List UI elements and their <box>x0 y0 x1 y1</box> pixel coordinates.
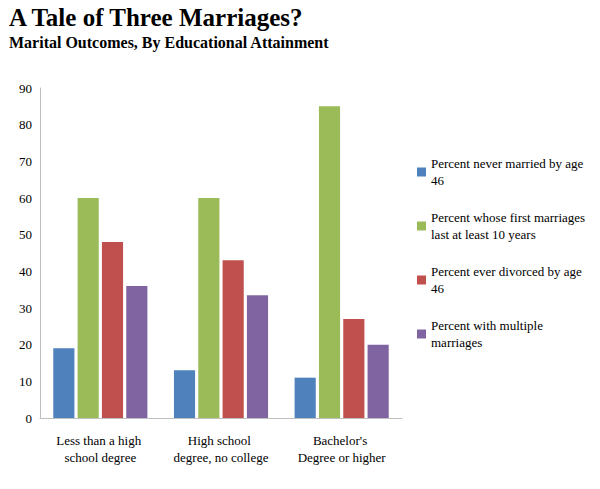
svg-text:degree, no college: degree, no college <box>174 450 269 465</box>
svg-text:last at least 10 years: last at least 10 years <box>431 227 536 242</box>
svg-text:school degree: school degree <box>64 450 136 465</box>
svg-text:50: 50 <box>19 227 32 242</box>
svg-text:90: 90 <box>19 81 32 96</box>
svg-text:46: 46 <box>431 173 445 188</box>
svg-text:80: 80 <box>19 117 32 132</box>
svg-text:Degree or higher: Degree or higher <box>298 450 387 465</box>
svg-text:Percent ever divorced by age: Percent ever divorced by age <box>431 264 585 279</box>
svg-text:Bachelor's: Bachelor's <box>313 433 371 448</box>
svg-text:Percent never married by age: Percent never married by age <box>431 156 587 171</box>
svg-text:marriages: marriages <box>431 335 482 350</box>
svg-text:Percent with multiple: Percent with multiple <box>431 318 546 333</box>
svg-text:10: 10 <box>19 374 32 389</box>
svg-text:30: 30 <box>19 301 32 316</box>
svg-text:60: 60 <box>19 191 32 206</box>
svg-text:70: 70 <box>19 154 32 169</box>
svg-text:High school: High school <box>188 433 254 448</box>
svg-text:0: 0 <box>26 411 33 426</box>
svg-text:46: 46 <box>431 281 445 296</box>
svg-text:40: 40 <box>19 264 32 279</box>
svg-text:Less than a high: Less than a high <box>56 433 144 448</box>
svg-text:20: 20 <box>19 337 32 352</box>
svg-text:Marital Outcomes, By Education: Marital Outcomes, By Educational Attainm… <box>9 34 329 52</box>
svg-text:A Tale of Three Marriages?: A Tale of Three Marriages? <box>9 4 303 31</box>
svg-text:Percent whose first marriages: Percent whose first marriages <box>431 210 588 225</box>
